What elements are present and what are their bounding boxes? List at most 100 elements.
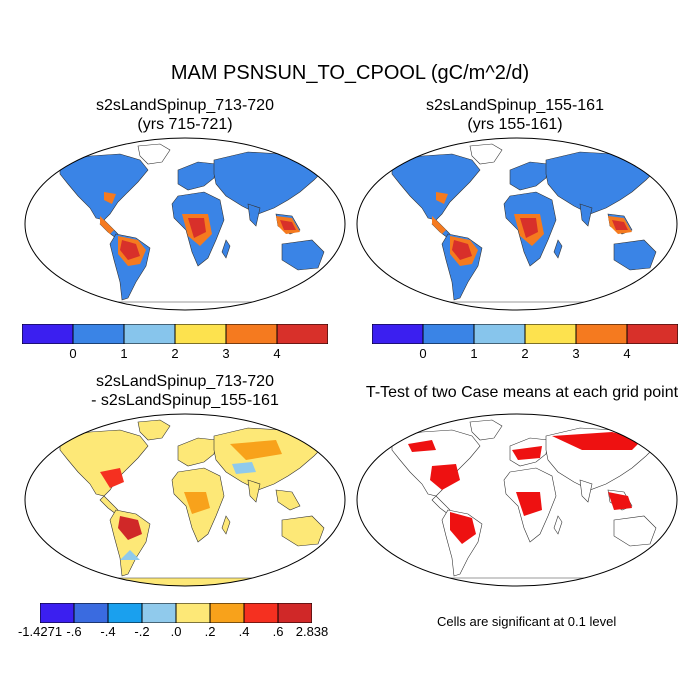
colorbar-tick-label: .4 xyxy=(238,624,250,639)
land-greenland xyxy=(137,143,171,165)
colorbar-swatch xyxy=(626,324,678,344)
colorbar-tick-label: 2 xyxy=(171,346,179,361)
significance-note: Cells are significant at 0.1 level xyxy=(437,614,617,629)
land-australia xyxy=(281,239,325,271)
land-madagascar xyxy=(553,239,563,259)
map-border xyxy=(24,413,346,587)
land-india xyxy=(579,479,593,503)
colorbar-tick-label: .2 xyxy=(204,624,216,639)
colorbar-swatch xyxy=(209,603,245,623)
colorbar-tick-label: -.4 xyxy=(100,624,116,639)
land-greenland xyxy=(469,143,503,165)
map-bottom-right xyxy=(356,413,678,587)
panel-title-bottom-left-line2: - s2sLandSpinup_155-161 xyxy=(91,392,279,409)
significant-cells xyxy=(408,440,436,452)
figure-title: MAM PSNSUN_TO_CPOOL (gC/m^2/d) xyxy=(170,62,530,84)
colorbar-swatch xyxy=(422,324,475,344)
tropics-high-seasia xyxy=(280,220,296,230)
tropics-high-seasia xyxy=(612,220,628,230)
colorbar-swatch xyxy=(22,324,74,344)
colorbar-tick-label: 3 xyxy=(572,346,580,361)
panel-title-bottom-left: s2sLandSpinup_713-720 - s2sLandSpinup_15… xyxy=(25,372,345,410)
colorbar-tick-label: 4 xyxy=(273,346,281,361)
colorbar-tick-label: 0 xyxy=(69,346,77,361)
panel-title-top-left-line1: s2sLandSpinup_713-720 xyxy=(96,97,274,114)
significant-cells xyxy=(430,464,460,490)
land-madagascar xyxy=(221,239,231,259)
colorbar-mean-top-right xyxy=(372,324,678,344)
colorbar-swatch xyxy=(372,324,424,344)
land-antarctica xyxy=(59,577,311,586)
colorbar-tick-label: 2 xyxy=(521,346,529,361)
colorbar-swatch xyxy=(243,603,279,623)
colorbar-swatch xyxy=(276,324,328,344)
warm-se-usa xyxy=(436,192,448,204)
colorbar-swatch xyxy=(524,324,577,344)
colorbar-swatch xyxy=(575,324,628,344)
significant-cells xyxy=(516,492,542,516)
land-madagascar xyxy=(221,515,231,535)
colorbar-tick-label: 1 xyxy=(120,346,128,361)
colorbar-swatch xyxy=(73,603,109,623)
colorbar-swatch xyxy=(174,324,227,344)
diff-high-amazon xyxy=(118,516,142,540)
diff-low-patches xyxy=(120,550,140,560)
colorbar-swatch xyxy=(225,324,278,344)
land-antarctica xyxy=(391,577,643,586)
colorbar-diff-labels: -1.4271 -.6 -.4 -.2 .0 .2 .4 .6 2.838 xyxy=(0,624,700,642)
colorbar-mean-top-right-labels: 0 1 2 3 4 xyxy=(0,346,700,364)
land-northAmerica xyxy=(59,153,149,221)
colorbar-swatch xyxy=(107,603,143,623)
land-greenland xyxy=(137,419,171,441)
map-bottom-left xyxy=(24,413,346,587)
colorbar-tick-label: .0 xyxy=(170,624,182,639)
panel-title-bottom-right: T-Test of two Case means at each grid po… xyxy=(365,384,679,401)
colorbar-tick-label: 4 xyxy=(623,346,631,361)
diff-mid-asia xyxy=(230,440,282,460)
colorbar-swatch xyxy=(72,324,125,344)
map-border xyxy=(24,137,346,311)
colorbar-diff xyxy=(40,603,312,623)
colorbar-tick-label: -.2 xyxy=(134,624,150,639)
land-antarctica xyxy=(391,301,643,310)
land-seAsia xyxy=(275,489,301,511)
land-australia xyxy=(281,515,325,547)
colorbar-mean-top-left-labels: 0 1 2 3 4 xyxy=(0,346,700,364)
diff-mid-africa xyxy=(184,492,210,514)
colorbar-swatch xyxy=(141,603,177,623)
tropics-high-amazon xyxy=(120,240,140,260)
land-europe xyxy=(177,161,217,191)
land-australia xyxy=(613,515,657,547)
tropics-high-congo xyxy=(520,218,538,238)
tropics-mid-camerica xyxy=(100,216,114,234)
colorbar-tick-label: 1 xyxy=(470,346,478,361)
colorbar-tick-label: 3 xyxy=(222,346,230,361)
warm-se-usa xyxy=(104,192,116,204)
significant-cells xyxy=(608,492,632,510)
map-top-left xyxy=(24,137,346,311)
colorbar-tick-label: 2.838 xyxy=(295,624,329,639)
diff-low-central-asia xyxy=(232,462,256,474)
land-europe xyxy=(509,161,549,191)
panel-title-bottom-left-line1: s2sLandSpinup_713-720 xyxy=(96,373,274,390)
land-antarctica xyxy=(59,301,311,310)
significant-cells xyxy=(450,512,476,544)
land-india xyxy=(247,203,261,227)
land-greenland xyxy=(469,419,503,441)
colorbar-mean-top-left xyxy=(22,324,328,344)
land-europe xyxy=(177,437,217,467)
colorbar-swatch xyxy=(175,603,211,623)
panel-title-top-right-line1: s2sLandSpinup_155-161 xyxy=(426,97,604,114)
panel-title-top-left-line2: (yrs 715-721) xyxy=(137,116,233,133)
map-border xyxy=(356,137,678,311)
land-northAmerica xyxy=(391,153,481,221)
land-india xyxy=(579,203,593,227)
colorbar-tick-label: -1.4271 xyxy=(17,624,63,639)
panel-title-top-right-line2: (yrs 155-161) xyxy=(467,116,563,133)
colorbar-swatch xyxy=(123,324,176,344)
colorbar-tick-label: -.6 xyxy=(66,624,82,639)
panel-title-top-left: s2sLandSpinup_713-720 (yrs 715-721) xyxy=(25,96,345,134)
land-australia xyxy=(613,239,657,271)
land-madagascar xyxy=(553,515,563,535)
significant-cells xyxy=(512,446,542,460)
